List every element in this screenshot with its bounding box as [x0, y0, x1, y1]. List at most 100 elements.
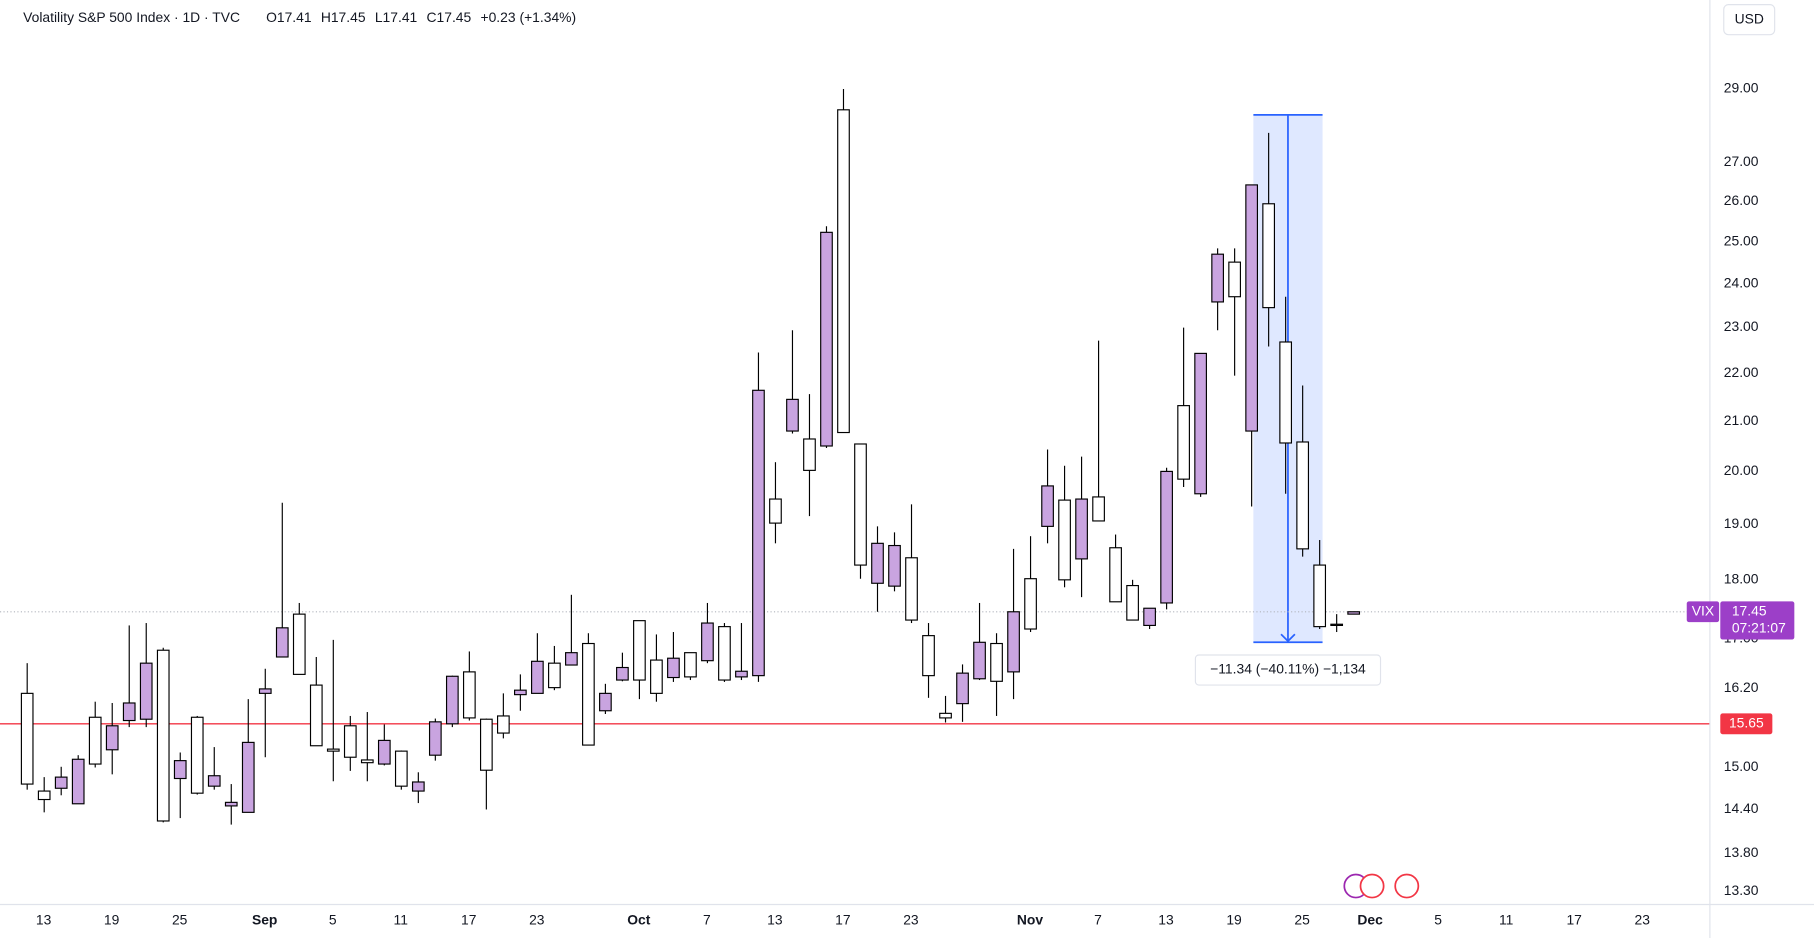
- measure-label-box: [1194, 654, 1382, 686]
- candle-body: [1024, 578, 1037, 630]
- candle-body: [241, 741, 255, 813]
- candle-body: [1262, 203, 1276, 309]
- candle-body: [1109, 547, 1122, 603]
- candle-body: [582, 642, 595, 746]
- y-tick-label: 19.00: [1724, 515, 1759, 531]
- x-tick-label: 7: [1094, 911, 1102, 927]
- plot-area: [0, 89, 1710, 825]
- hline-price-box: [1720, 713, 1773, 735]
- candle-body: [1041, 485, 1054, 527]
- x-tick-label: 19: [1226, 911, 1242, 927]
- candle-body: [173, 760, 187, 780]
- candle-body: [769, 498, 782, 524]
- candle-body: [1313, 564, 1327, 628]
- candle-body: [786, 398, 799, 432]
- candle-body: [1228, 261, 1241, 298]
- event-icon[interactable]: [1394, 873, 1420, 899]
- y-tick-label: 20.00: [1724, 462, 1759, 478]
- candle-body: [514, 689, 527, 696]
- candle-body: [462, 671, 476, 719]
- last-price-box: [1720, 601, 1795, 640]
- candle-body: [565, 652, 578, 666]
- y-tick-label: 15.00: [1724, 758, 1759, 774]
- candle-body: [139, 662, 153, 720]
- candle-body: [1058, 499, 1071, 581]
- candle-body: [1347, 611, 1361, 615]
- candle-body: [616, 666, 629, 681]
- currency-label[interactable]: USD: [1735, 10, 1764, 26]
- y-tick-label: 14.40: [1724, 800, 1759, 816]
- candle-body: [88, 716, 102, 765]
- x-tick-label: 5: [329, 911, 337, 927]
- candle-body: [20, 692, 34, 785]
- candle-body: [1177, 405, 1190, 480]
- candle-body: [718, 626, 731, 681]
- candle-body: [54, 776, 68, 789]
- candle-body: [326, 748, 340, 752]
- y-tick-label: 23.00: [1724, 318, 1759, 334]
- candle-body: [428, 721, 442, 756]
- candle-body: [71, 758, 85, 805]
- candle-body: [939, 712, 952, 719]
- y-tick-label: 13.30: [1724, 882, 1759, 898]
- candle-body: [956, 672, 969, 705]
- x-tick-label: 23: [1634, 911, 1650, 927]
- x-tick-label: 25: [1294, 911, 1310, 927]
- candle-body: [871, 542, 884, 584]
- currency-button[interactable]: [1723, 4, 1776, 36]
- ohlc-legend: O17.41 H17.45 L17.41 C17.45 +0.23 (+1.34%): [266, 9, 576, 25]
- candle-body: [684, 652, 697, 678]
- candle-body: [1075, 498, 1088, 560]
- candle-body: [1279, 341, 1293, 444]
- candle-body: [990, 642, 1003, 682]
- last-price-label: 17.45: [1732, 602, 1767, 618]
- candle-body: [343, 725, 357, 758]
- candle-body: [258, 688, 272, 694]
- candle-body: [479, 718, 493, 771]
- x-tick-label: 13: [767, 911, 783, 927]
- candle-body: [156, 649, 170, 822]
- y-tick-label: 16.20: [1724, 679, 1759, 695]
- x-tick-label: 17: [461, 911, 477, 927]
- candle-body: [394, 750, 408, 787]
- candle-body: [1143, 607, 1156, 627]
- legend-value: L17.41: [375, 9, 418, 25]
- x-tick-label: Nov: [1017, 911, 1043, 927]
- candle-body: [292, 613, 306, 675]
- candle-body: [752, 389, 765, 677]
- chart-title: Volatility S&P 500 Index · 1D · TVC: [23, 9, 240, 25]
- candle-body: [122, 702, 136, 722]
- candle-body: [1330, 623, 1344, 627]
- x-tick-label: 11: [394, 911, 409, 927]
- candle-body: [1296, 441, 1310, 550]
- candle-body: [667, 657, 680, 679]
- legend-value: H17.45: [321, 9, 366, 25]
- measure-arrow-head: [1280, 633, 1296, 643]
- legend-value: O17.41: [266, 9, 312, 25]
- candle-body: [1092, 496, 1105, 522]
- candle-body: [735, 670, 748, 678]
- hline-price-label: 15.65: [1729, 714, 1764, 730]
- candle-body: [973, 641, 986, 680]
- candle-body: [224, 801, 238, 807]
- symbol-box: [1686, 601, 1720, 623]
- candle-body: [360, 759, 374, 764]
- countdown-label: 07:21:07: [1732, 620, 1786, 636]
- event-icon[interactable]: [1359, 873, 1385, 899]
- candle-body: [905, 557, 918, 621]
- candle-body: [496, 715, 510, 734]
- candle-body: [1245, 184, 1258, 432]
- candle-body: [1160, 470, 1173, 604]
- y-tick-label: 26.00: [1724, 192, 1759, 208]
- candle-body: [599, 692, 612, 712]
- x-tick-label: 11: [1499, 911, 1514, 927]
- candle-body: [650, 659, 663, 694]
- candle-body: [309, 684, 323, 747]
- candle-body: [1126, 584, 1139, 621]
- y-tick-label: 29.00: [1724, 80, 1759, 96]
- x-tick-label: 5: [1434, 911, 1442, 927]
- x-tick-label: Sep: [252, 911, 277, 927]
